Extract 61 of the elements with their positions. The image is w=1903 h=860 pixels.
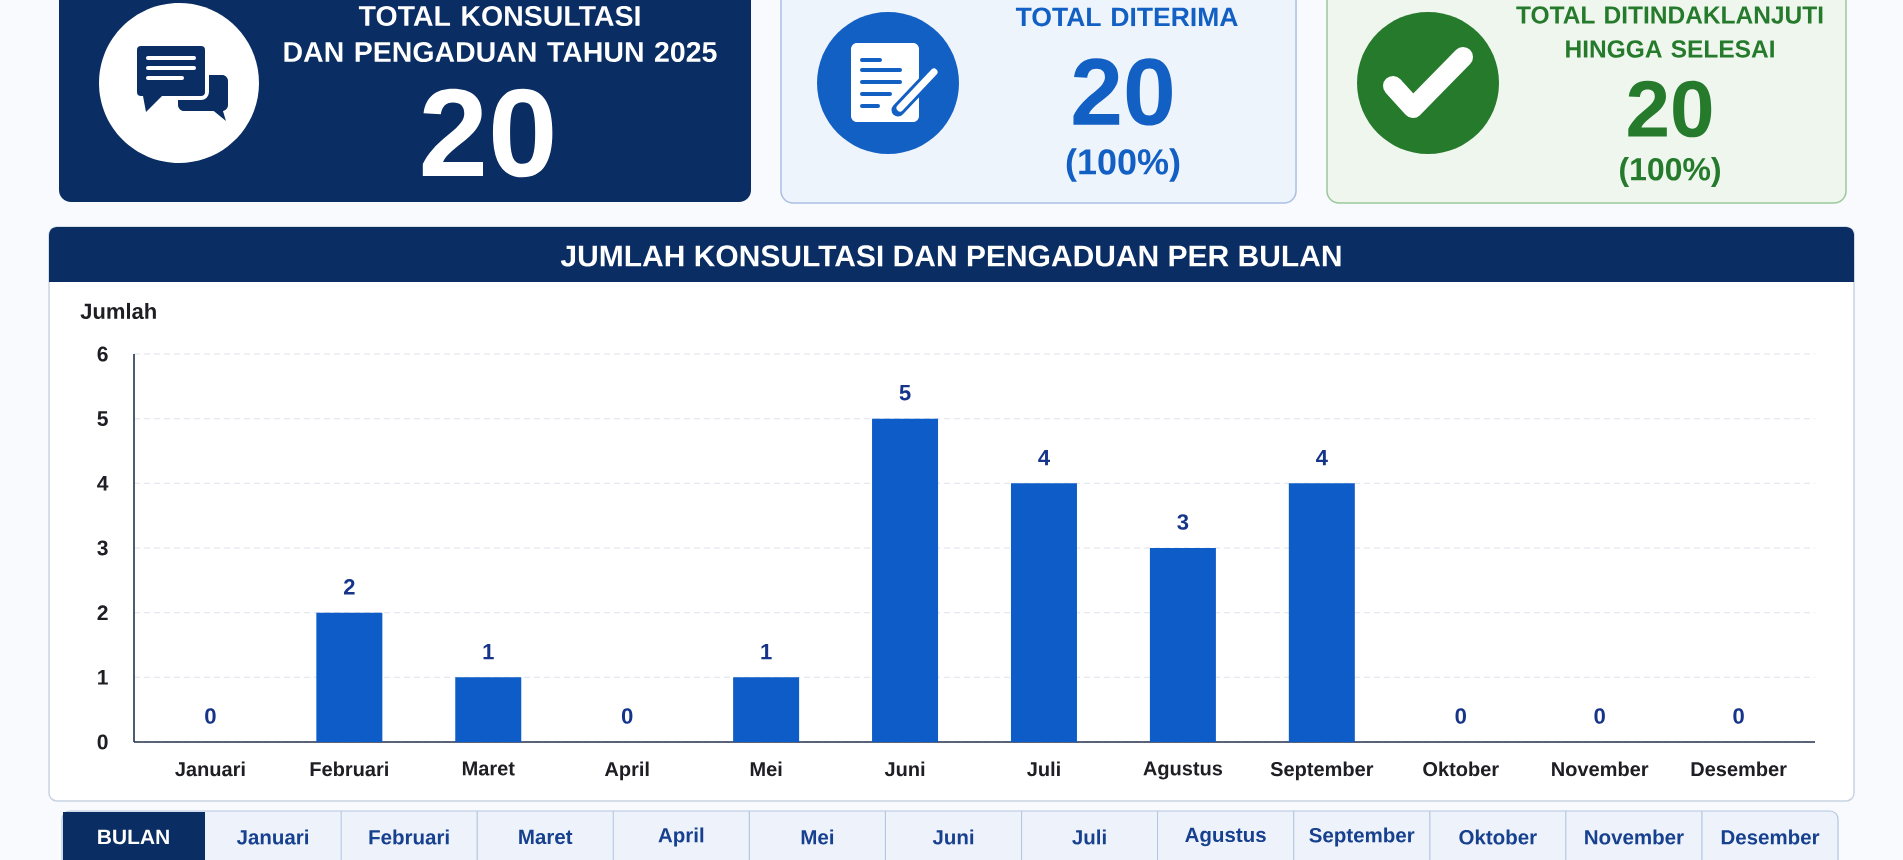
bar: [1149, 548, 1216, 742]
y-tick-label: 0: [97, 734, 108, 750]
bar: [1288, 483, 1355, 742]
category-label: November: [1585, 829, 1684, 845]
x-tick-label: Januari: [175, 761, 245, 777]
category-label: Mei: [801, 829, 834, 845]
category-label: April: [658, 827, 704, 847]
x-tick-label: April: [604, 761, 649, 781]
bar: [872, 418, 939, 742]
y-tick-label: 2: [97, 605, 108, 620]
text: TOTAL KONSULTASI DAN PENGADUAN TAHUN 2025: [284, 5, 717, 63]
y-tick-label: 3: [97, 540, 108, 556]
data-label: 3: [1177, 514, 1189, 530]
data-label: 0: [621, 708, 633, 724]
data-label: 20: [422, 88, 553, 178]
data-label: 2: [343, 579, 355, 595]
x-tick-label: Maret: [462, 761, 515, 776]
data-label: 0: [1455, 708, 1466, 724]
data-label: 1: [761, 644, 772, 660]
chart-title: JUMLAH KONSULTASI DAN PENGADUAN PER BULAN: [560, 245, 1341, 267]
category-label: Oktober: [1459, 829, 1537, 845]
y-axis-title: Jumlah: [80, 302, 156, 320]
text: TOTAL DITINDAKLANJUTI HINGGA SELESAI: [1516, 6, 1823, 58]
data-label: 1: [483, 644, 494, 660]
y-tick-label: 1: [98, 670, 108, 685]
category-label: Februari: [369, 829, 449, 845]
category-label: September: [1309, 827, 1415, 847]
x-tick-label: Juli: [1027, 761, 1060, 777]
data-label: 0: [1733, 708, 1744, 724]
category-label: Agustus: [1185, 827, 1266, 847]
category-label: Juni: [932, 829, 974, 845]
bar: [316, 612, 383, 742]
x-tick-label: November: [1552, 761, 1649, 777]
text: BULAN: [98, 829, 169, 845]
x-tick-label: Oktober: [1423, 761, 1499, 777]
data-label: 5: [899, 385, 911, 401]
category-label: Januari: [236, 829, 309, 845]
x-tick-label: Agustus: [1143, 761, 1223, 780]
category-label: Maret: [519, 829, 573, 845]
text: TOTAL DITERIMA: [1015, 7, 1238, 27]
y-tick-label: 6: [97, 346, 108, 362]
category-label: Desember: [1721, 829, 1820, 845]
x-tick-label: September: [1270, 761, 1374, 781]
data-label: (100%): [1620, 157, 1720, 187]
data-label: 4: [1038, 450, 1050, 466]
y-tick-label: 5: [97, 411, 108, 426]
data-label: 0: [1594, 708, 1605, 724]
x-tick-label: Februari: [310, 761, 388, 777]
x-tick-label: Desember: [1691, 761, 1787, 777]
bar: [455, 677, 522, 742]
category-label: Juli: [1072, 829, 1106, 845]
bar: [1010, 483, 1077, 742]
data-label: 0: [205, 708, 216, 724]
y-tick-label: 4: [97, 476, 109, 491]
data-label: (100%): [1066, 148, 1180, 182]
x-tick-label: Mei: [750, 761, 782, 777]
data-label: 20: [1628, 80, 1712, 138]
bar: [733, 677, 800, 742]
data-label: 20: [1073, 58, 1172, 126]
x-tick-label: Juni: [884, 761, 925, 777]
data-label: 4: [1316, 450, 1328, 466]
